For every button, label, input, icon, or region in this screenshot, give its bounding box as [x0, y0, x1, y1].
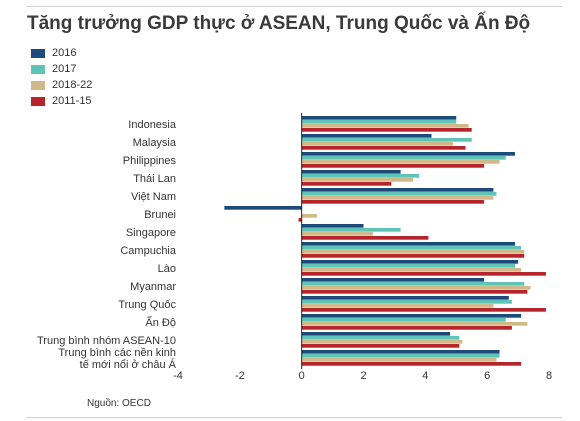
- x-tick-label-0: -4: [173, 370, 183, 382]
- x-tick-label-6: 8: [546, 370, 552, 382]
- bar-13-3: [301, 362, 522, 366]
- chart-title: Tăng trưởng GDP thực ở ASEAN, Trung Quốc…: [27, 13, 531, 34]
- bar-11-1: [301, 318, 506, 322]
- bar-1-1: [301, 138, 472, 142]
- bottom-divider: [27, 417, 562, 418]
- category-label-3: Thái Lan: [133, 173, 176, 185]
- category-label-4: Việt Nam: [131, 191, 176, 203]
- category-label-6: Singapore: [126, 227, 176, 239]
- bar-3-0: [301, 170, 401, 174]
- legend-label-2016: 2016: [52, 47, 77, 59]
- bar-8-0: [301, 260, 519, 264]
- bar-8-1: [301, 264, 515, 268]
- bar-0-2: [301, 124, 469, 128]
- bar-3-3: [301, 182, 392, 186]
- bar-2-0: [301, 152, 515, 156]
- bar-11-2: [301, 322, 528, 326]
- x-tick-label-3: 2: [360, 370, 366, 382]
- bar-13-1: [301, 354, 500, 358]
- bar-9-2: [301, 286, 531, 290]
- bar-11-0: [301, 314, 522, 318]
- legend-swatch-2016: [31, 48, 45, 58]
- x-tick-label-2: 0: [299, 370, 305, 382]
- legend-item-2011-15: 2011-15: [31, 93, 92, 109]
- bar-12-1: [301, 336, 460, 340]
- bar-4-2: [301, 196, 494, 200]
- bar-0-0: [301, 116, 457, 120]
- legend-swatch-2018-22: [31, 80, 45, 90]
- bar-13-0: [301, 350, 500, 354]
- bar-5-3: [298, 218, 302, 222]
- bar-6-1: [301, 228, 401, 232]
- category-label-12: Trung bình nhóm ASEAN-10: [37, 335, 176, 347]
- source-note: Nguồn: OECD: [87, 398, 151, 409]
- category-label-13-line-1: tế mới nổi ở châu Á: [80, 358, 177, 371]
- legend: 2016 2017 2018-22 2011-15: [31, 45, 92, 109]
- bar-11-3: [301, 326, 512, 330]
- bar-2-2: [301, 160, 500, 164]
- legend-item-2018-22: 2018-22: [31, 77, 92, 93]
- legend-label-2017: 2017: [52, 63, 77, 75]
- bar-6-0: [301, 224, 364, 228]
- category-label-11: Ấn Độ: [145, 316, 176, 329]
- bar-9-0: [301, 278, 485, 282]
- bar-4-3: [301, 200, 485, 204]
- x-tick-label-5: 6: [484, 370, 490, 382]
- bar-10-3: [301, 308, 546, 312]
- category-label-8: Lào: [158, 263, 176, 275]
- category-label-9: Myanmar: [130, 281, 176, 293]
- top-divider: [27, 6, 562, 7]
- bar-8-2: [301, 268, 522, 272]
- bar-10-1: [301, 300, 512, 304]
- legend-item-2017: 2017: [31, 61, 92, 77]
- bar-10-0: [301, 296, 509, 300]
- bar-5-2: [301, 214, 318, 218]
- bar-6-2: [301, 232, 373, 236]
- legend-label-2018-22: 2018-22: [52, 79, 93, 91]
- bar-4-0: [301, 188, 494, 192]
- bar-9-1: [301, 282, 525, 286]
- bar-12-3: [301, 344, 460, 348]
- bar-1-3: [301, 146, 466, 150]
- bar-7-0: [301, 242, 515, 246]
- category-label-10: Trung Quốc: [118, 299, 176, 311]
- bar-12-2: [301, 340, 463, 344]
- bar-13-2: [301, 358, 497, 362]
- legend-swatch-2017: [31, 64, 45, 74]
- category-label-13-line-0: Trung bình các nền kinh: [58, 347, 176, 359]
- bar-2-1: [301, 156, 506, 160]
- category-label-2: Philippines: [123, 155, 177, 167]
- bar-10-2: [301, 304, 494, 308]
- bar-6-3: [301, 236, 429, 240]
- legend-swatch-2011-15: [31, 96, 45, 106]
- category-label-0: Indonesia: [128, 119, 177, 131]
- bar-12-0: [301, 332, 451, 336]
- bar-1-0: [301, 134, 432, 138]
- x-tick-label-1: -2: [235, 370, 245, 382]
- bar-1-2: [301, 142, 454, 146]
- x-tick-label-4: 4: [422, 370, 428, 382]
- bar-9-3: [301, 290, 528, 294]
- bar-2-3: [301, 164, 485, 168]
- bar-5-0: [224, 206, 302, 210]
- bar-3-1: [301, 174, 420, 178]
- bar-7-1: [301, 246, 522, 250]
- bar-3-2: [301, 178, 413, 182]
- bar-7-2: [301, 250, 525, 254]
- category-label-5: Brunei: [144, 209, 176, 221]
- bar-7-3: [301, 254, 525, 258]
- bar-0-1: [301, 120, 457, 124]
- bar-4-1: [301, 192, 497, 196]
- legend-label-2011-15: 2011-15: [52, 95, 92, 107]
- legend-item-2016: 2016: [31, 45, 92, 61]
- category-label-7: Campuchia: [120, 245, 177, 257]
- bar-8-3: [301, 272, 546, 276]
- bar-0-3: [301, 128, 472, 132]
- category-label-1: Malaysia: [133, 137, 177, 149]
